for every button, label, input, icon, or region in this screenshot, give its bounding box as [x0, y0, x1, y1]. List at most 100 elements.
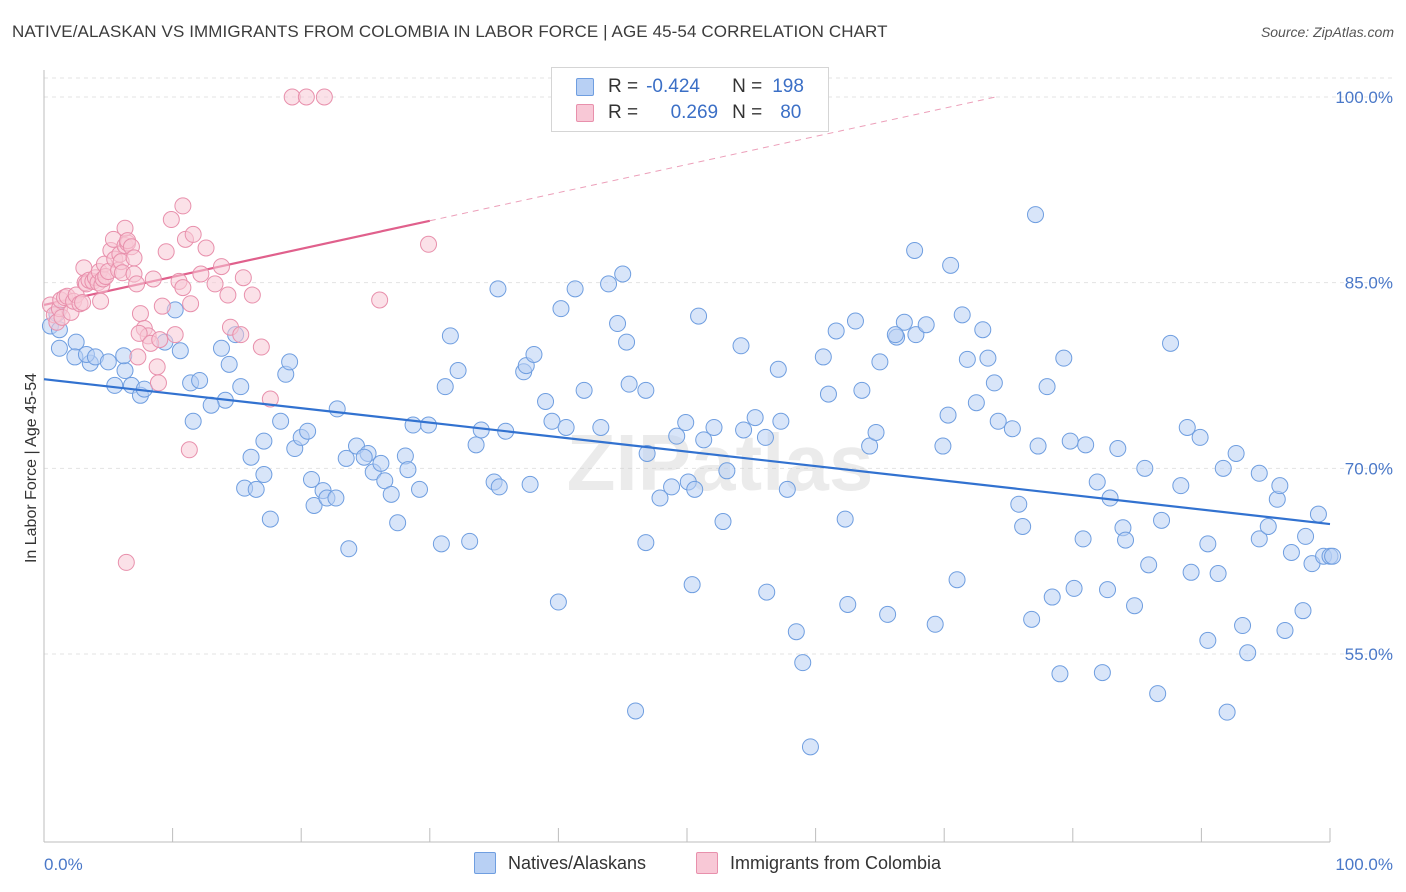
pink-swatch [696, 852, 718, 874]
pink-points [41, 88, 438, 571]
data-point-colombia [206, 275, 224, 293]
data-point-natives [1172, 477, 1190, 495]
data-point-colombia [184, 225, 202, 243]
data-point-natives [886, 326, 904, 344]
data-point-natives [327, 489, 345, 507]
data-point-natives [677, 414, 695, 432]
trend-line-colombia-extension [429, 96, 996, 222]
r-label: R = [608, 102, 639, 123]
y-axis-label: In Labor Force | Age 45-54 [23, 373, 40, 563]
r-label: R = [608, 76, 639, 97]
data-point-natives [861, 437, 879, 455]
data-point-natives [690, 307, 708, 325]
data-point-natives [934, 437, 952, 455]
data-point-natives [732, 337, 750, 355]
data-point-natives [1324, 547, 1342, 565]
data-point-natives [220, 355, 238, 373]
data-point-natives [1093, 664, 1111, 682]
data-point-natives [1065, 579, 1083, 597]
data-point-natives [1088, 473, 1106, 491]
data-point-natives [853, 381, 871, 399]
data-point-colombia [219, 286, 237, 304]
data-point-natives [801, 738, 819, 756]
pink-swatch [576, 104, 594, 122]
data-point-natives [490, 478, 508, 496]
data-point-colombia [182, 295, 200, 313]
data-point-colombia [74, 293, 92, 311]
data-point-natives [1149, 685, 1167, 703]
data-point-natives [895, 313, 913, 331]
data-point-natives [1209, 565, 1227, 583]
data-point-natives [305, 496, 323, 514]
data-point-colombia [153, 297, 171, 315]
data-point-natives [1191, 428, 1209, 446]
data-point-natives [1061, 432, 1079, 450]
data-point-natives [836, 510, 854, 528]
data-point-natives [557, 418, 575, 436]
data-point-natives [566, 280, 584, 298]
data-point-natives [1055, 349, 1073, 367]
data-point-natives [1029, 437, 1047, 455]
data-point-natives [769, 360, 787, 378]
data-point-natives [772, 412, 790, 430]
blue-trend-line [43, 378, 1331, 526]
data-point-colombia [148, 358, 166, 376]
data-point-natives [620, 375, 638, 393]
data-point-natives [281, 353, 299, 371]
data-point-natives [399, 461, 417, 479]
legend-row-natives: R = -0.424 N = 198 [576, 76, 804, 98]
data-point-natives [695, 431, 713, 449]
data-point-natives [1227, 444, 1245, 462]
data-point-natives [1178, 418, 1196, 436]
data-point-natives [212, 339, 230, 357]
data-point-natives [907, 326, 925, 344]
data-point-natives [778, 480, 796, 498]
data-point-colombia [144, 270, 162, 288]
data-point-colombia [174, 197, 192, 215]
data-point-natives [953, 306, 971, 324]
data-point-natives [939, 406, 957, 424]
x-tick-label: 100.0% [1335, 855, 1393, 874]
data-point-natives [819, 385, 837, 403]
data-point-natives [600, 275, 618, 293]
data-point-natives [232, 378, 250, 396]
data-point-natives [1259, 518, 1277, 536]
data-point-natives [1214, 459, 1232, 477]
data-point-colombia [252, 338, 270, 356]
data-point-natives [389, 514, 407, 532]
data-point-natives [1297, 527, 1315, 545]
data-point-colombia [243, 286, 261, 304]
data-point-natives [247, 480, 265, 498]
data-point-colombia [283, 88, 301, 106]
data-point-colombia [166, 326, 184, 344]
data-point-natives [926, 615, 944, 633]
data-point-natives [272, 412, 290, 430]
data-point-natives [627, 702, 645, 720]
data-point-natives [1182, 563, 1200, 581]
data-point-natives [663, 478, 681, 496]
r-value: -0.424 [646, 76, 700, 97]
legend-label: Immigrants from Colombia [730, 852, 942, 873]
data-point-natives [449, 362, 467, 380]
r-value: 0.269 [670, 102, 719, 123]
data-point-natives [115, 347, 133, 365]
trend-line-natives [43, 378, 1331, 526]
data-point-natives [958, 350, 976, 368]
data-point-natives [871, 353, 889, 371]
data-point-natives [714, 513, 732, 531]
data-point-natives [355, 448, 373, 466]
data-point-natives [337, 449, 355, 467]
data-point-natives [184, 412, 202, 430]
data-point-natives [255, 466, 273, 484]
data-point-natives [411, 480, 429, 498]
n-label: N = [732, 102, 763, 123]
data-point-natives [302, 470, 320, 488]
data-point-natives [328, 400, 346, 418]
data-point-natives [814, 348, 832, 366]
data-point-natives [989, 412, 1007, 430]
data-point-natives [191, 371, 209, 389]
data-point-natives [552, 300, 570, 318]
y-tick-label: 55.0% [1345, 645, 1393, 664]
data-point-natives [376, 472, 394, 490]
blue-swatch [474, 852, 496, 874]
